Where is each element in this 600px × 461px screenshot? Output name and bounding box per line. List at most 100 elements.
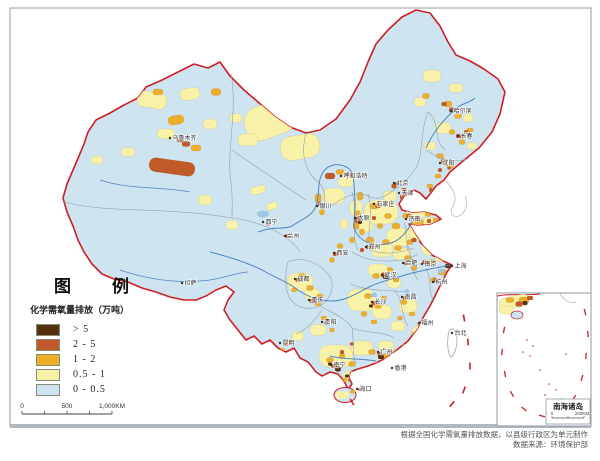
taiwan-island — [447, 328, 458, 358]
city-dot — [456, 134, 460, 138]
county-patch-amber — [210, 88, 222, 96]
county-patch-amber — [394, 245, 402, 251]
county-patch-amber — [291, 287, 297, 293]
county-patch-brick — [283, 341, 289, 347]
legend-swatch — [36, 338, 60, 351]
songhua-river — [425, 97, 476, 149]
county-patch-pale — [291, 331, 305, 341]
city-dot — [332, 251, 336, 255]
city-label: 昆明 — [283, 340, 295, 347]
city-label: 石家庄 — [377, 200, 395, 208]
dash-segment — [462, 386, 466, 394]
legend-swatch — [36, 353, 60, 366]
county-patch-dark — [382, 274, 390, 280]
yarlung-river — [119, 269, 249, 282]
city-label: 沈阳 — [443, 159, 455, 167]
county-patch-brick — [176, 137, 184, 143]
county-patch-brick — [411, 237, 417, 243]
inset-dash-segment — [521, 406, 527, 412]
county-patch-amber — [336, 243, 344, 249]
pearl-river — [329, 355, 377, 362]
city-dot — [353, 216, 357, 220]
caption-line1: 根据全国化学需氧量排放数据，以县级行政区为单元制作 — [400, 430, 589, 439]
county-patch-amber — [397, 315, 403, 321]
county-patch-pale — [225, 220, 239, 230]
county-patch-amber — [458, 139, 466, 145]
city-dot — [180, 281, 184, 285]
inset-dash-segment — [503, 370, 507, 378]
tarim-river — [99, 179, 191, 193]
county-patch-pale — [249, 184, 267, 196]
city-label: 贵阳 — [325, 318, 337, 326]
inset-dash-segment — [580, 374, 584, 382]
county-patch-amber — [298, 273, 306, 279]
county-patch-amber — [374, 303, 382, 309]
county-patch-pale — [466, 142, 478, 150]
county-patch-amber — [384, 213, 392, 219]
inset-patch-brick — [515, 301, 523, 307]
scale-bar-label: 0 — [20, 403, 24, 410]
korea-outline — [445, 180, 467, 217]
city-label: 杭州 — [436, 278, 448, 286]
county-patch-amber — [314, 301, 322, 307]
county-patch-pale — [377, 340, 395, 352]
legend-rows: > 5 2 - 5 1 - 2 0.5 - 1 0 - 0.5 — [18, 322, 178, 397]
city-dot — [278, 341, 282, 345]
nine-dash-line-segments — [349, 314, 471, 408]
county-patch-pale — [156, 128, 176, 140]
city-dot — [417, 321, 421, 325]
rivers — [99, 97, 476, 362]
city-dot — [438, 161, 442, 165]
county-patch-amber — [391, 222, 401, 230]
city-label: 北京 — [397, 179, 409, 187]
county-patch-dark — [387, 361, 393, 365]
county-patch-brick — [345, 171, 351, 177]
city-label: 兰州 — [288, 232, 300, 240]
city-dot — [400, 295, 404, 299]
county-patch-brick — [375, 203, 381, 209]
county-patch-amber — [190, 144, 202, 152]
legend: 图 例 化学需氧量排放（万吨） > 5 2 - 5 1 - 2 0.5 - 1 0 - … — [18, 272, 178, 397]
inset-island-dot — [529, 355, 531, 357]
lakes — [257, 210, 444, 298]
city-dot — [370, 300, 374, 304]
inset-island-dot — [522, 351, 524, 353]
city-label: 哈尔滨 — [454, 107, 472, 115]
county-patch-pale — [322, 187, 346, 205]
dash-segment — [466, 338, 470, 346]
county-patch-amber — [326, 357, 334, 363]
city-dot — [392, 181, 396, 185]
county-patch-amber — [329, 327, 335, 333]
county-patch-brick — [440, 158, 448, 164]
caption-line2: 数据来源：环境保护部 — [513, 440, 588, 449]
county-patch-brick — [437, 167, 443, 173]
inset-hainan — [510, 310, 524, 320]
inset-patch-dark — [522, 300, 528, 306]
city-label: 拉萨 — [185, 279, 197, 287]
county-patch-amber — [319, 208, 325, 216]
county-patch-amber — [360, 311, 368, 317]
inset-island-dot — [555, 389, 557, 391]
city-dot — [364, 245, 368, 249]
city-label: 太原 — [358, 214, 370, 222]
county-patch-pale — [197, 194, 213, 206]
county-patch-amber — [368, 349, 376, 355]
scale-bar: 0 500 1,000KM — [20, 403, 125, 415]
county-patch-brick — [401, 187, 407, 193]
city-dot — [355, 387, 359, 391]
legend-row: 1 - 2 — [18, 352, 178, 367]
inset-patch-pale — [498, 305, 514, 315]
county-patch-amber — [349, 236, 355, 244]
city-label: 福州 — [422, 319, 434, 327]
city-dot — [372, 202, 376, 206]
city-dot — [397, 191, 401, 195]
province-boundaries — [63, 73, 471, 365]
inset-island-dot — [526, 339, 528, 341]
dash-segment — [449, 400, 455, 408]
county-patch-pale — [422, 69, 442, 83]
inset-label-box — [545, 398, 591, 425]
inset-scale-right: 200KM — [575, 411, 590, 416]
